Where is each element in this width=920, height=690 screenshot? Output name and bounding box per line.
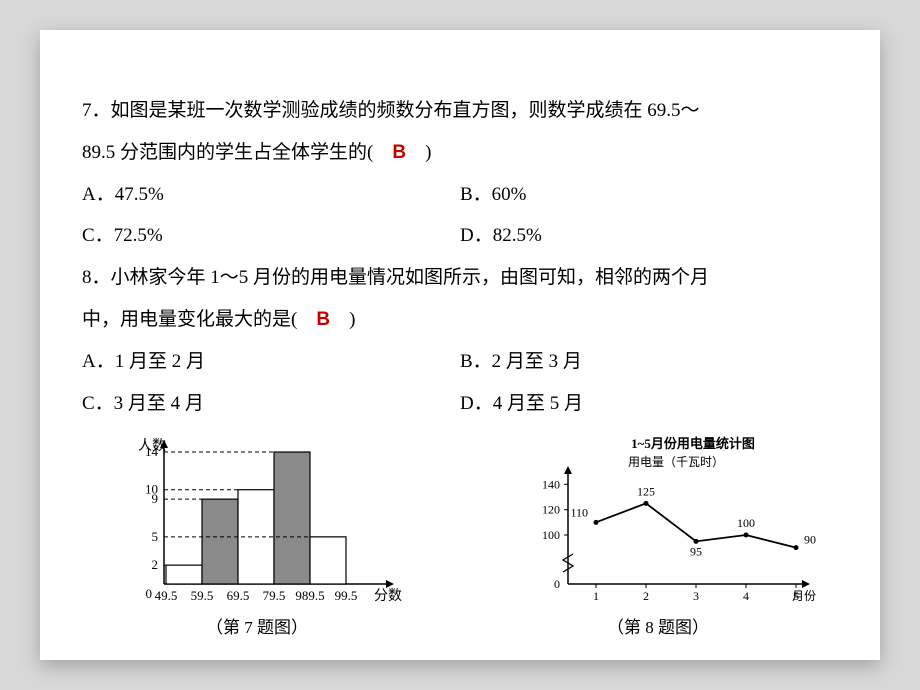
q8-line1: 8．小林家今年 1～5 月份的用电量情况如图所示，由图可知，相邻的两个月 (82, 257, 838, 299)
svg-text:140: 140 (542, 478, 560, 492)
q7-answer: B (392, 142, 406, 163)
q8-opt-a: A．1 月至 2 月 (82, 341, 460, 383)
chart7-box: 人数分数259101449.559.569.579.5989.599.50 （第… (102, 434, 412, 638)
chart7-svg: 人数分数259101449.559.569.579.5989.599.50 (102, 434, 412, 609)
charts-row: 人数分数259101449.559.569.579.5989.599.50 （第… (82, 424, 838, 638)
svg-text:79.5: 79.5 (263, 588, 286, 603)
svg-text:99.5: 99.5 (335, 588, 358, 603)
q8-opts-row2: C．3 月至 4 月 D．4 月至 5 月 (82, 383, 838, 425)
svg-text:0: 0 (146, 586, 153, 601)
svg-text:3: 3 (693, 589, 699, 603)
q8-opt-c: C．3 月至 4 月 (82, 383, 460, 425)
svg-text:5: 5 (793, 589, 799, 603)
svg-text:120: 120 (542, 503, 560, 517)
q7-line1: 7．如图是某班一次数学测验成绩的频数分布直方图，则数学成绩在 69.5～ (82, 90, 838, 132)
q7-opt-a: A．47.5% (82, 174, 460, 216)
svg-text:110: 110 (570, 506, 588, 520)
q7-text3: ) (406, 142, 431, 163)
svg-text:10: 10 (145, 482, 158, 497)
svg-text:69.5: 69.5 (227, 588, 250, 603)
svg-text:5: 5 (152, 529, 159, 544)
q8-opt-d: D．4 月至 5 月 (460, 383, 838, 425)
svg-text:90: 90 (804, 533, 816, 547)
q7-line2: 89.5 分范围内的学生占全体学生的( B ) (82, 132, 838, 174)
q8-text3: ) (330, 309, 355, 330)
q7-opt-d: D．82.5% (460, 215, 838, 257)
svg-text:1~5月份用电量统计图: 1~5月份用电量统计图 (631, 436, 755, 451)
q8-opts-row1: A．1 月至 2 月 B．2 月至 3 月 (82, 341, 838, 383)
svg-text:49.5: 49.5 (155, 588, 178, 603)
q7-opt-b: B．60% (460, 174, 838, 216)
q8-number: 8． (82, 267, 111, 288)
chart8-svg: 1~5月份用电量统计图用电量（千瓦时）月份0100120140123451101… (498, 434, 818, 609)
svg-text:95: 95 (690, 545, 702, 559)
svg-text:用电量（千瓦时）: 用电量（千瓦时） (628, 455, 724, 469)
svg-text:59.5: 59.5 (191, 588, 214, 603)
q8-opt-b: B．2 月至 3 月 (460, 341, 838, 383)
q7-opt-c: C．72.5% (82, 215, 460, 257)
slide: 7．如图是某班一次数学测验成绩的频数分布直方图，则数学成绩在 69.5～ 89.… (40, 30, 880, 660)
q7-text1: 如图是某班一次数学测验成绩的频数分布直方图，则数学成绩在 69.5～ (111, 100, 700, 121)
svg-text:100: 100 (737, 516, 755, 530)
svg-text:1: 1 (593, 589, 599, 603)
svg-text:125: 125 (637, 485, 655, 499)
q8-text2: 中，用电量变化最大的是( (82, 309, 316, 330)
q8-text1: 小林家今年 1～5 月份的用电量情况如图所示，由图可知，相邻的两个月 (111, 267, 710, 288)
svg-text:14: 14 (145, 444, 159, 459)
chart8-box: 1~5月份用电量统计图用电量（千瓦时）月份0100120140123451101… (498, 434, 818, 638)
q7-opts-row2: C．72.5% D．82.5% (82, 215, 838, 257)
q7-text2: 89.5 分范围内的学生占全体学生的( (82, 142, 392, 163)
q7-number: 7． (82, 100, 111, 121)
svg-text:0: 0 (554, 577, 560, 591)
svg-text:989.5: 989.5 (295, 588, 324, 603)
svg-text:分数: 分数 (374, 588, 402, 604)
q7-opts-row1: A．47.5% B．60% (82, 174, 838, 216)
svg-text:100: 100 (542, 528, 560, 542)
svg-text:2: 2 (643, 589, 649, 603)
q8-answer: B (316, 309, 330, 330)
q8-line2: 中，用电量变化最大的是( B ) (82, 299, 838, 341)
svg-text:4: 4 (743, 589, 749, 603)
chart8-caption: （第 8 题图） (498, 613, 818, 638)
chart7-caption: （第 7 题图） (102, 613, 412, 638)
svg-text:2: 2 (152, 558, 159, 573)
